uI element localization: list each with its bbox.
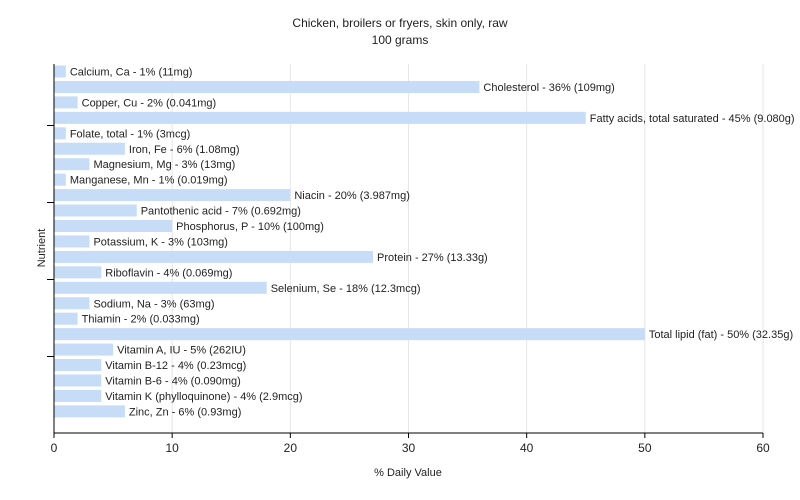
gridlines xyxy=(171,64,764,433)
x-tick-label: 30 xyxy=(402,441,416,455)
bar xyxy=(54,281,267,294)
x-axis-label: % Daily Value xyxy=(374,467,442,479)
bar-label: Niacin - 20% (3.987mg) xyxy=(294,190,410,202)
bar xyxy=(54,389,102,402)
bar xyxy=(54,266,102,279)
bar-label: Manganese, Mn - 1% (0.019mg) xyxy=(70,175,228,187)
bar-label: Riboflavin - 4% (0.069mg) xyxy=(105,267,232,279)
bar xyxy=(54,405,125,418)
bar-label: Vitamin B-6 - 4% (0.090mg) xyxy=(105,376,241,388)
bar-label: Zinc, Zn - 6% (0.93mg) xyxy=(129,406,241,418)
bar-label: Fatty acids, total saturated - 45% (9.08… xyxy=(590,113,795,125)
x-tick-label: 50 xyxy=(638,441,652,455)
bar xyxy=(54,343,114,356)
bar xyxy=(54,142,125,155)
bar xyxy=(54,328,645,341)
bar-label: Vitamin K (phylloquinone) - 4% (2.9mcg) xyxy=(105,391,302,403)
bar-label: Iron, Fe - 6% (1.08mg) xyxy=(129,144,240,156)
bars: Calcium, Ca - 1% (11mg) Cholesterol - 36%… xyxy=(54,65,795,418)
bar-label: Cholesterol - 36% (109mg) xyxy=(483,82,614,94)
bar xyxy=(54,96,78,109)
bar-label: Calcium, Ca - 1% (11mg) xyxy=(70,67,193,79)
bar xyxy=(54,127,66,140)
bar xyxy=(54,111,586,124)
x-tick-labels: 0 10 20 30 40 50 60 xyxy=(51,441,770,455)
bar-label: Vitamin A, IU - 5% (262IU) xyxy=(117,345,246,357)
bar-label: Protein - 27% (13.33g) xyxy=(377,252,488,264)
y-axis-label: Nutrient xyxy=(36,229,48,268)
bar xyxy=(54,204,137,217)
x-tick-label: 10 xyxy=(165,441,179,455)
bar xyxy=(54,235,90,248)
bar xyxy=(54,359,102,372)
bar xyxy=(54,65,66,78)
bar xyxy=(54,173,66,186)
bar xyxy=(54,297,90,310)
x-tick-label: 40 xyxy=(520,441,534,455)
axes xyxy=(47,64,764,438)
bar-label: Sodium, Na - 3% (63mg) xyxy=(93,298,214,310)
bar xyxy=(54,250,374,263)
chart-title: Chicken, broilers or fryers, skin only, … xyxy=(292,16,508,30)
bar-label: Copper, Cu - 2% (0.041mg) xyxy=(82,97,217,109)
bar-label: Magnesium, Mg - 3% (13mg) xyxy=(93,159,235,171)
bar-label: Vitamin B-12 - 4% (0.23mcg) xyxy=(105,360,246,372)
bar-label: Pantothenic acid - 7% (0.692mg) xyxy=(141,206,301,218)
x-tick-label: 60 xyxy=(756,441,770,455)
bar-label: Potassium, K - 3% (103mg) xyxy=(93,236,228,248)
bar-label: Selenium, Se - 18% (12.3mcg) xyxy=(271,283,421,295)
bar xyxy=(54,158,90,171)
bar-label: Thiamin - 2% (0.033mg) xyxy=(82,314,200,326)
bar xyxy=(54,374,102,387)
x-tick-label: 20 xyxy=(284,441,298,455)
x-tick-label: 0 xyxy=(51,441,58,455)
bar xyxy=(54,80,480,93)
bar-label: Phosphorus, P - 10% (100mg) xyxy=(176,221,324,233)
chart-subtitle: 100 grams xyxy=(372,33,429,47)
bar xyxy=(54,220,173,232)
bar xyxy=(54,189,291,202)
bar-label: Folate, total - 1% (3mcg) xyxy=(70,128,190,140)
bar xyxy=(54,312,78,325)
bar-label: Total lipid (fat) - 50% (32.35g) xyxy=(649,329,793,341)
